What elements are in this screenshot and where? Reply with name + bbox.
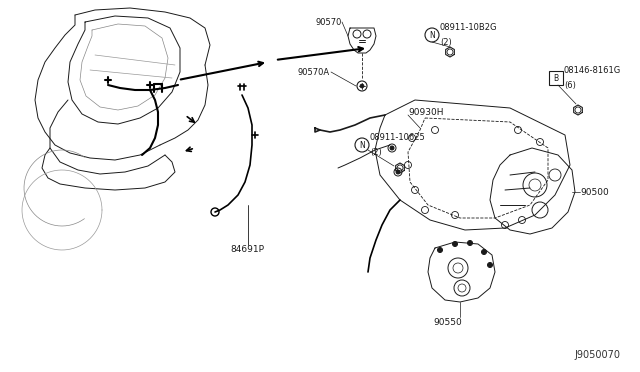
Circle shape xyxy=(488,263,493,267)
Circle shape xyxy=(211,208,219,216)
Text: (2): (2) xyxy=(370,148,381,157)
Text: 08911-10625: 08911-10625 xyxy=(370,132,426,141)
Circle shape xyxy=(390,146,394,150)
Circle shape xyxy=(396,170,400,174)
Circle shape xyxy=(438,247,442,253)
Circle shape xyxy=(481,250,486,254)
Text: (6): (6) xyxy=(564,81,576,90)
Circle shape xyxy=(360,84,364,88)
Text: 90500: 90500 xyxy=(580,187,609,196)
Text: N: N xyxy=(359,141,365,150)
Text: N: N xyxy=(429,31,435,39)
Text: 90930H: 90930H xyxy=(408,108,444,116)
Text: 08911-10B2G: 08911-10B2G xyxy=(440,22,497,32)
Text: 84691P: 84691P xyxy=(230,245,264,254)
Text: B: B xyxy=(554,74,559,83)
Text: 90570: 90570 xyxy=(316,17,342,26)
Text: J9050070: J9050070 xyxy=(574,350,620,360)
Bar xyxy=(549,71,563,85)
Text: (2): (2) xyxy=(440,38,452,47)
Text: 90550: 90550 xyxy=(434,318,462,327)
Circle shape xyxy=(467,241,472,246)
Text: 90570A: 90570A xyxy=(298,67,330,77)
Text: 08146-8161G: 08146-8161G xyxy=(564,65,621,74)
Circle shape xyxy=(452,241,458,247)
